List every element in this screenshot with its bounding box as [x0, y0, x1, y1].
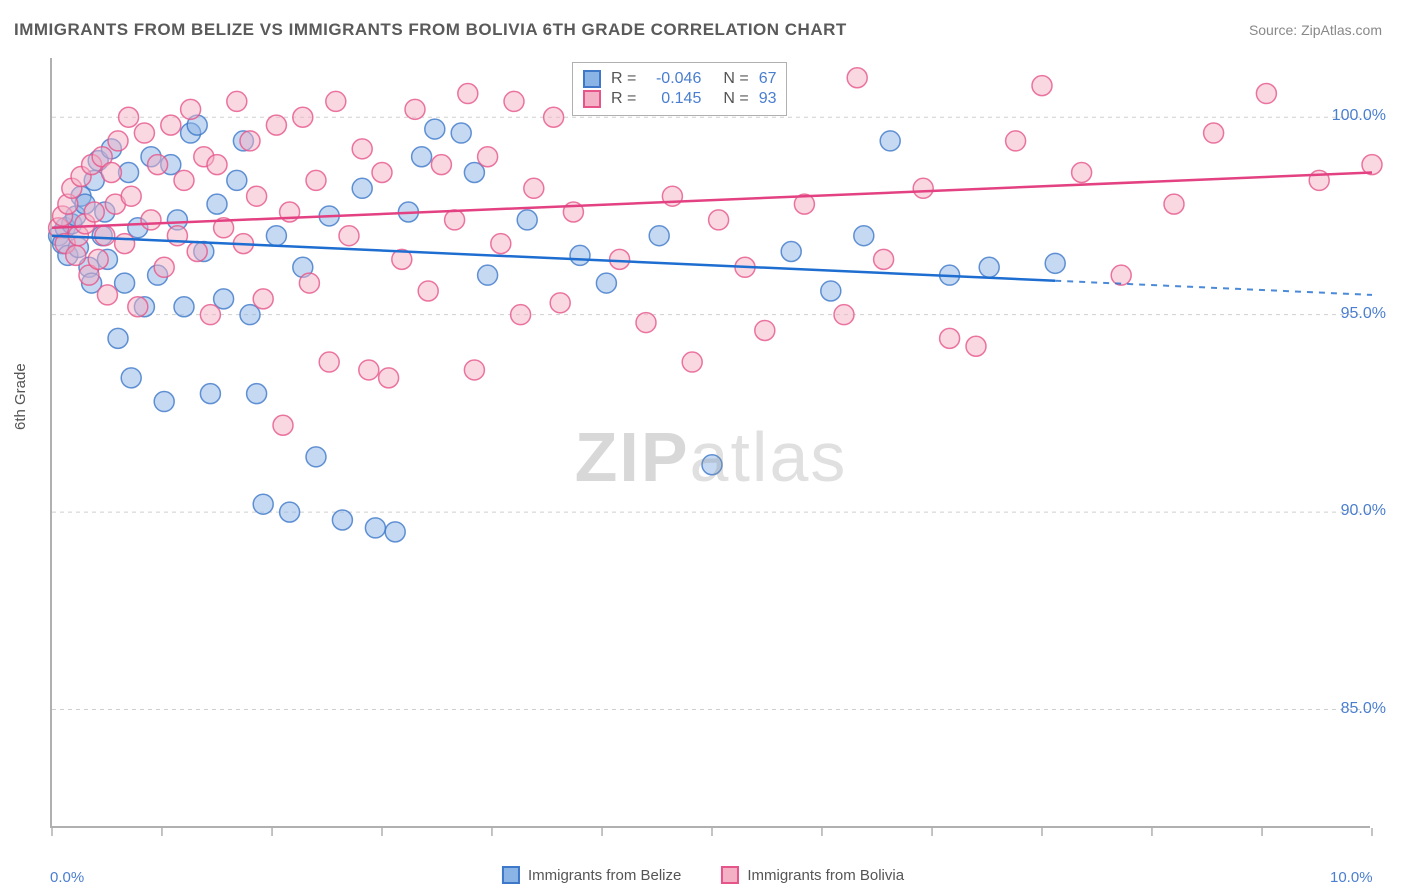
- legend-swatch-icon: [721, 866, 739, 884]
- legend-n-value: 67: [759, 70, 777, 88]
- legend-r-label: R =: [611, 90, 636, 108]
- legend-item-label: Immigrants from Belize: [528, 867, 681, 884]
- correlation-legend-row: R = -0.046 N = 67: [583, 69, 776, 89]
- x-tick-label: 10.0%: [1330, 869, 1373, 886]
- legend-r-value: 0.145: [646, 90, 701, 108]
- legend-swatch-icon: [502, 866, 520, 884]
- legend-r-label: R =: [611, 70, 636, 88]
- plot-area: ZIPatlas R =-0.046N =67R =0.145N =93: [50, 58, 1370, 828]
- x-tick-label: 0.0%: [50, 869, 84, 886]
- y-axis-label: 6th Grade: [12, 363, 29, 430]
- correlation-legend-box: R = -0.046 N = 67 R = 0.145 N = 93: [572, 62, 787, 116]
- source-attribution: Source: ZipAtlas.com: [1249, 22, 1382, 38]
- legend-item-label: Immigrants from Bolivia: [747, 867, 904, 884]
- legend-swatch-icon: [583, 90, 601, 108]
- y-tick-label: 100.0%: [1332, 107, 1386, 125]
- chart-svg: [52, 58, 1372, 828]
- legend-item: Immigrants from Bolivia: [721, 866, 904, 884]
- legend-n-label: N =: [723, 90, 748, 108]
- y-tick-label: 95.0%: [1341, 305, 1386, 323]
- legend-r-value: -0.046: [646, 70, 701, 88]
- correlation-legend-row: R = 0.145 N = 93: [583, 89, 776, 109]
- y-tick-label: 85.0%: [1341, 700, 1386, 718]
- legend-swatch-icon: [583, 70, 601, 88]
- chart-title: IMMIGRANTS FROM BELIZE VS IMMIGRANTS FRO…: [14, 20, 847, 40]
- y-tick-label: 90.0%: [1341, 502, 1386, 520]
- series-legend: Immigrants from Belize Immigrants from Bo…: [502, 866, 904, 884]
- legend-n-value: 93: [759, 90, 777, 108]
- chart-container: IMMIGRANTS FROM BELIZE VS IMMIGRANTS FRO…: [0, 0, 1406, 892]
- legend-n-label: N =: [723, 70, 748, 88]
- legend-item: Immigrants from Belize: [502, 866, 681, 884]
